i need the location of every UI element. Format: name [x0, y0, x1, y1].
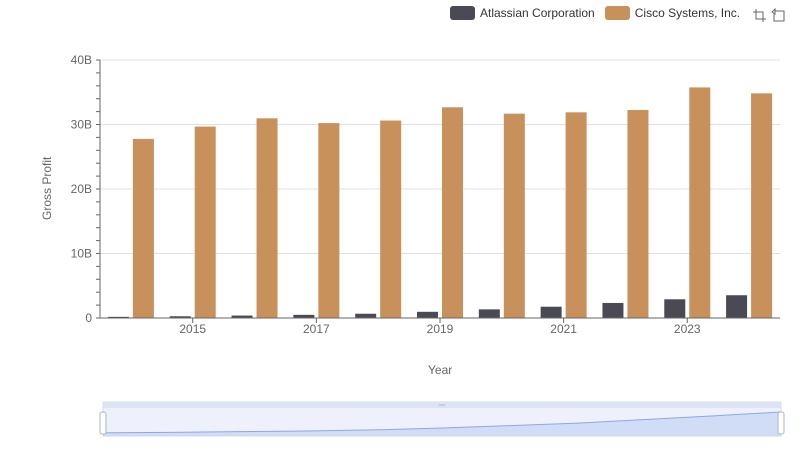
x-tick-label: 2015 — [179, 322, 206, 336]
bar-atlassian-2020 — [478, 309, 500, 318]
bar-cisco-2019 — [442, 107, 463, 318]
bar-cisco-2024 — [751, 93, 773, 318]
bar-cisco-2014 — [132, 138, 154, 318]
bar-atlassian-2015 — [169, 316, 191, 318]
bar-atlassian-2019 — [417, 311, 438, 318]
bar-cisco-2020 — [503, 113, 525, 318]
data-zoom-slider[interactable] — [103, 402, 781, 436]
bar-cisco-2022 — [627, 109, 649, 318]
bar-atlassian-2018 — [355, 313, 377, 318]
x-tick-label: 2023 — [674, 322, 701, 336]
x-tick-label: 2021 — [550, 322, 577, 336]
bar-atlassian-2016 — [231, 315, 253, 318]
zoom-preview-area — [103, 412, 781, 436]
legend-label-atlassian: Atlassian Corporation — [480, 6, 595, 20]
bar-cisco-2016 — [256, 118, 278, 318]
zoom-handle-left — [99, 411, 107, 435]
zoom-select-icon[interactable] — [752, 8, 767, 23]
bar-atlassian-2014 — [107, 316, 129, 318]
zoom-handle-right — [777, 411, 785, 435]
bar-cisco-2017 — [318, 123, 340, 319]
bar-cisco-2018 — [380, 120, 402, 319]
y-axis-title: Gross Profit — [40, 156, 54, 220]
bar-atlassian-2021 — [540, 306, 562, 318]
legend: Atlassian Corporation Cisco Systems, Inc… — [450, 4, 750, 22]
zoom-preview-line — [102, 411, 782, 434]
bar-cisco-2021 — [565, 112, 587, 318]
y-tick-label: 20B — [71, 182, 92, 196]
bar-atlassian-2024 — [726, 295, 748, 318]
legend-label-cisco: Cisco Systems, Inc. — [634, 6, 741, 20]
chart-toolbox — [748, 8, 786, 23]
x-axis-title: Year — [428, 363, 453, 377]
y-tick-label: 0 — [85, 311, 92, 325]
bar-cisco-2015 — [194, 126, 216, 319]
bar-atlassian-2017 — [293, 314, 315, 318]
y-tick-label: 40B — [71, 53, 92, 67]
bar-atlassian-2022 — [602, 302, 624, 318]
legend-item-cisco[interactable]: Cisco Systems, Inc. — [604, 6, 741, 20]
legend-swatch-atlassian — [450, 6, 475, 20]
y-tick-label: 30B — [71, 118, 92, 132]
bar-cisco-2023 — [689, 87, 711, 318]
bar-atlassian-2023 — [664, 299, 686, 318]
legend-item-atlassian[interactable]: Atlassian Corporation — [450, 6, 595, 20]
legend-swatch-cisco — [604, 6, 630, 20]
x-tick-label: 2017 — [303, 322, 330, 336]
zoom-reset-icon[interactable] — [771, 8, 786, 23]
x-tick-label: 2019 — [427, 322, 454, 336]
y-tick-label: 10B — [71, 247, 92, 261]
